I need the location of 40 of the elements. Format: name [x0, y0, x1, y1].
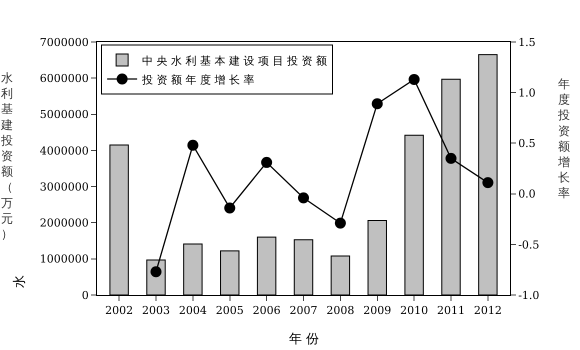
y-tick-label: 3000000: [40, 180, 89, 194]
y2-tick-label: 0.0: [518, 188, 536, 201]
y-tick-label: 6000000: [40, 72, 89, 85]
x-tick-label: 2008: [326, 304, 354, 318]
x-tick-label: 2005: [216, 304, 244, 318]
x-tick-label: 2002: [105, 304, 134, 318]
x-tick-label: 2003: [142, 304, 170, 318]
y-tick-label: 7000000: [40, 36, 89, 49]
text: 水: [12, 275, 28, 288]
y2-tick-label: 1.5: [518, 36, 536, 49]
point: [334, 218, 346, 229]
y-tick-label: 5000000: [40, 108, 89, 122]
y2-tick-label: 0.5: [518, 137, 536, 150]
y-tick-label: 4000000: [40, 144, 89, 158]
x-tick-label: 2004: [178, 304, 207, 318]
point: [298, 192, 309, 204]
y2-tick-label: 1.0: [518, 86, 536, 100]
point: [224, 202, 236, 214]
y2-tick-label: -0.5: [518, 238, 540, 252]
legend-label: 投 资 额 年 度 增 长 率: [141, 73, 255, 86]
point: [482, 177, 494, 188]
x-tick-label: 2009: [363, 304, 392, 318]
legend-label: 中 央 水 利 基 本 建 设 项 目 投 资 额: [142, 54, 328, 68]
y2-axis-title: 年度投资额增长率: [557, 77, 570, 200]
x-tick-label: 2007: [290, 304, 318, 318]
y-tick-label: 1000000: [40, 252, 89, 266]
x-tick-label: 2010: [400, 304, 428, 318]
y2-tick-label: -1.0: [518, 288, 540, 302]
x-tick-label: 2012: [474, 304, 502, 318]
x-tick-label: 2006: [252, 304, 281, 318]
point: [408, 74, 420, 85]
y-tick-label: 0: [82, 288, 89, 302]
y-tick-label: 2000000: [40, 216, 89, 230]
point: [372, 98, 383, 110]
x-axis-title: 年 份: [289, 332, 320, 347]
point: [261, 156, 272, 168]
point: [187, 140, 198, 151]
text: 水利基建投资额（万元）: [1, 71, 13, 241]
x-tick-label: 2011: [437, 304, 465, 318]
point: [446, 152, 456, 164]
